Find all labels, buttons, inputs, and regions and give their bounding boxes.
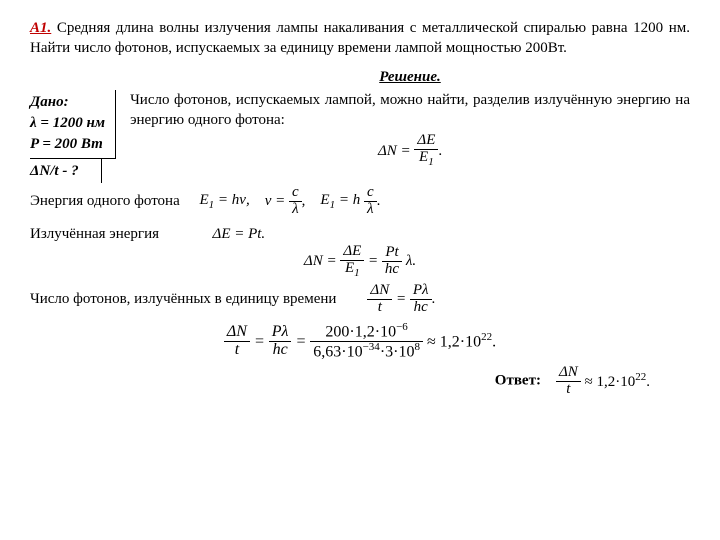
formula-dN: ΔN = ΔE E1 . [30,133,690,168]
fc-t: t [224,342,250,359]
find-box: ΔN/t - ? [30,159,102,183]
den-t: t [367,300,392,316]
E1bsub: 1 [330,199,336,211]
ans-t: t [556,382,581,398]
formula-dN2: ΔN = ΔE E1 = Pt hc λ. [30,244,690,279]
lamdot: λ. [406,251,416,271]
den-E: E [419,149,428,165]
num-pt: Pt [382,245,402,262]
solution-header: Решение. [130,67,690,87]
find-value: ΔN/t - ? [30,161,79,181]
per-time-row: Число фотонов, излучённых в единицу врем… [30,283,690,316]
problem-statement: А1. Средняя длина волны излучения лампы … [30,18,690,59]
cdb: ·3·10 [380,343,415,360]
dept: ΔE = Pt. [213,224,266,244]
explain-1: Число фотонов, испускаемых лампой, можно… [30,90,690,131]
cdae: −34 [363,341,380,353]
E1b: E [320,192,329,208]
ans-val: ≈ 1,2·10 [585,374,636,390]
problem-id: А1. [30,20,51,36]
hnu: = hν, [218,192,250,208]
cdbe: 8 [414,341,420,353]
radiated-energy-row: Излучённая энергия ΔE = Pt. [30,223,690,244]
final-calc: ΔN t = Pλ hc = 200·1,2·10−6 6,63·10−34·3… [30,322,690,361]
den-lam: λ [289,202,302,218]
fc-hc: hc [269,342,292,359]
den-hc2: hc [410,300,432,316]
den-lam2: λ [364,202,377,218]
cda: 6,63·10 [313,343,362,360]
dN-sym: ΔN [378,143,397,159]
num-c: c [289,185,302,202]
apx: ≈ 1,2·10 [427,333,481,350]
den-E2: E [345,260,354,276]
ans-dn: ΔN [556,365,581,382]
problem-body: Средняя длина волны излучения лампы нака… [30,20,690,56]
answer-label: Ответ: [495,373,541,389]
fc-dn: ΔN [224,324,250,342]
answer-row: Ответ: ΔN t ≈ 1,2·1022. [30,365,690,398]
radiated-energy-label: Излучённая энергия [30,224,159,244]
sub-1: 1 [428,156,434,168]
sub2: 1 [354,267,360,279]
den-hc: hc [382,262,402,278]
photon-energy-row: Энергия одного фотона E1 = hν, ν = c λ ,… [30,185,690,218]
nu-eq: ν = [265,193,286,209]
given-box: Дано: λ = 1200 нм P = 200 Вт [30,90,116,159]
eq-h: = h [339,192,360,208]
num-dE: ΔE [417,132,435,148]
E1sub: 1 [209,199,215,211]
fc-plam: Pλ [269,324,292,342]
num-plam: Pλ [410,283,432,300]
given-power: P = 200 Вт [30,134,105,154]
photon-energy-label: Энергия одного фотона [30,191,180,211]
E1a: E [200,192,209,208]
cn: 200·1,2·10 [325,323,396,340]
num-dN3: ΔN [367,283,392,300]
ans-exp: 22 [635,371,646,383]
num-c2: c [364,185,377,202]
given-lambda: λ = 1200 нм [30,113,105,133]
apxe: 22 [481,331,492,343]
dN2: ΔN [304,253,323,269]
given-title: Дано: [30,92,105,112]
per-time-label: Число фотонов, излучённых в единицу врем… [30,289,336,309]
num-dE2: ΔE [343,243,361,259]
cne: −6 [396,321,408,333]
